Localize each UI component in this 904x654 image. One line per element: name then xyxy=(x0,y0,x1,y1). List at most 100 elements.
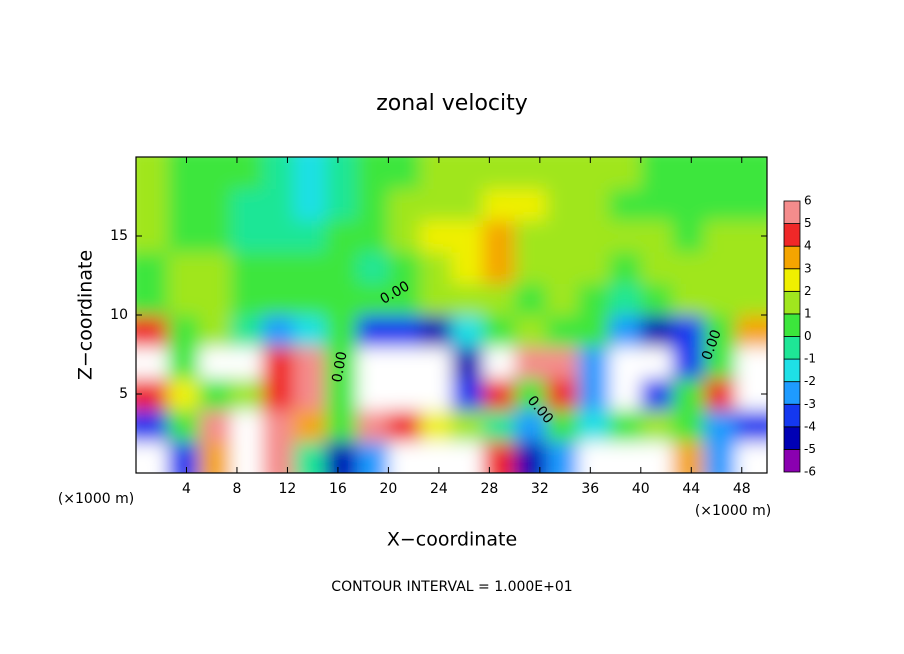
field-cell xyxy=(546,220,579,253)
field-cell xyxy=(199,346,232,379)
contour-label: 0.00 xyxy=(329,350,350,383)
colorbar-label: -3 xyxy=(804,397,816,411)
field-cell xyxy=(672,409,705,442)
field-cell xyxy=(703,283,737,316)
field-cell xyxy=(546,157,579,190)
field-cell xyxy=(514,315,547,348)
field-cell xyxy=(230,220,263,253)
field-cell xyxy=(325,315,358,348)
field-cell xyxy=(577,378,610,411)
field-cell xyxy=(167,346,200,379)
field-cell xyxy=(703,409,737,442)
field-cell xyxy=(451,346,484,379)
field-cell xyxy=(262,315,295,348)
field-cell xyxy=(609,283,642,316)
field-cell xyxy=(483,315,516,348)
field-cell xyxy=(546,378,579,411)
field-cell xyxy=(230,315,263,348)
colorbar-label: -4 xyxy=(804,419,816,433)
field-cell xyxy=(167,251,200,284)
field-cell xyxy=(609,188,642,221)
field-cell xyxy=(136,409,169,442)
field-cell xyxy=(451,283,484,316)
field-cell xyxy=(703,346,737,379)
x-tick-label: 12 xyxy=(279,481,297,497)
field-cell xyxy=(356,315,389,348)
field-cell xyxy=(514,283,547,316)
field-cell xyxy=(167,441,200,473)
field-cell xyxy=(577,315,610,348)
field-cell xyxy=(703,441,737,473)
field-cell xyxy=(451,378,484,411)
field-cell xyxy=(672,220,705,253)
field-cell xyxy=(388,283,421,316)
field-cell xyxy=(262,441,295,473)
x-tick-label: 48 xyxy=(733,481,751,497)
field-cells xyxy=(136,157,767,473)
field-cell xyxy=(672,441,705,473)
colorbar-band xyxy=(783,290,801,315)
field-cell xyxy=(672,378,705,411)
field-cell xyxy=(577,346,610,379)
field-cell xyxy=(640,378,673,411)
colorbar-label: 2 xyxy=(804,284,812,298)
field-cell xyxy=(356,157,389,190)
field-cell xyxy=(672,315,705,348)
field-cell xyxy=(703,220,737,253)
field-cell xyxy=(640,157,673,190)
field-cell xyxy=(167,283,200,316)
field-cell xyxy=(262,283,295,316)
colorbar-band xyxy=(783,313,801,337)
field-cell xyxy=(546,441,579,473)
field-cell xyxy=(388,157,421,190)
field-cell xyxy=(136,188,169,221)
field-cell xyxy=(451,409,484,442)
field-cell xyxy=(136,251,169,284)
field-cell xyxy=(640,188,673,221)
field-cell xyxy=(735,188,767,221)
field-cell xyxy=(640,251,673,284)
footer: CONTOUR INTERVAL = 1.000E+01 xyxy=(331,579,572,595)
field-cell xyxy=(514,188,547,221)
field-cell xyxy=(419,157,453,190)
field-cell xyxy=(199,188,232,221)
x-tick-label: 20 xyxy=(379,481,397,497)
field-cell xyxy=(230,283,263,316)
field-cell xyxy=(546,283,579,316)
field-cell xyxy=(451,251,484,284)
field-cell xyxy=(735,409,767,442)
field-cell xyxy=(483,188,516,221)
field-cell xyxy=(293,251,326,284)
field-cell xyxy=(136,315,169,348)
colorbar-label: 0 xyxy=(804,329,812,343)
x-tick-label: 36 xyxy=(581,481,599,497)
x-unit: (×1000 m) xyxy=(58,491,134,507)
field-cell xyxy=(419,283,453,316)
field-cell xyxy=(514,251,547,284)
x-unit-right: (×1000 m) xyxy=(695,503,771,519)
y-tick-label: 15 xyxy=(110,228,128,244)
field-cell xyxy=(577,441,610,473)
field-cell xyxy=(609,441,642,473)
x-tick-label: 24 xyxy=(430,481,448,497)
field-cell xyxy=(451,188,484,221)
field-cell xyxy=(167,315,200,348)
field-cell xyxy=(167,378,200,411)
field-cell xyxy=(577,251,610,284)
field-cell xyxy=(293,188,326,221)
field-cell xyxy=(325,346,358,379)
field-cell xyxy=(735,315,767,348)
field-cell xyxy=(136,157,169,190)
field-cell xyxy=(514,378,547,411)
field-cell xyxy=(640,346,673,379)
field-cell xyxy=(230,378,263,411)
colorbar-label: 6 xyxy=(804,194,812,208)
field-cell xyxy=(577,157,610,190)
field-cell xyxy=(262,188,295,221)
field-cell xyxy=(293,378,326,411)
colorbar-label: -6 xyxy=(804,465,816,479)
field-cell xyxy=(293,441,326,473)
colorbar-label: 4 xyxy=(804,239,812,253)
field-cell xyxy=(451,441,484,473)
